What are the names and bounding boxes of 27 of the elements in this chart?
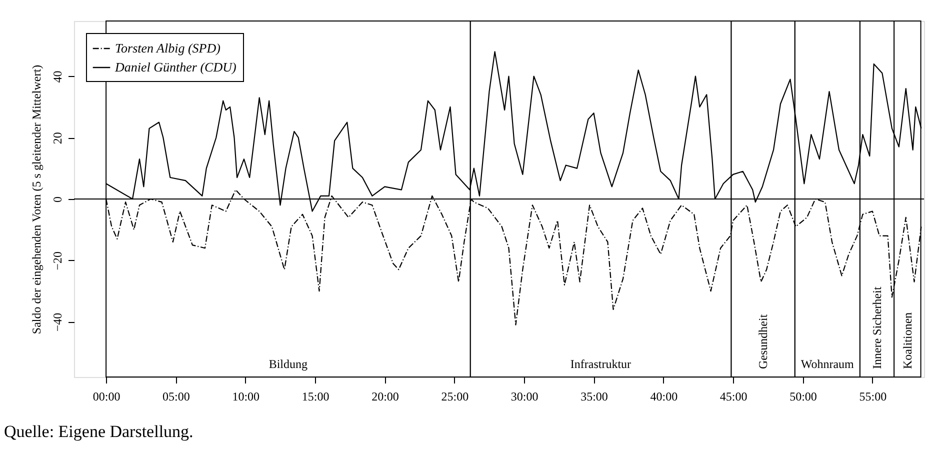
x-tick-label: 55:00 xyxy=(859,390,887,404)
band-label: Wohnraum xyxy=(800,357,855,371)
x-tick-label: 20:00 xyxy=(372,390,399,404)
x-tick-label: 15:00 xyxy=(302,390,330,404)
legend-label: Daniel Günther (CDU) xyxy=(114,60,236,74)
x-tick-label: 25:00 xyxy=(441,390,469,404)
band-label: Gesundheit xyxy=(756,314,770,369)
x-tick-label: 00:00 xyxy=(92,390,120,404)
band-label: Innere Sicherheit xyxy=(870,286,884,369)
y-tick-label: 40 xyxy=(50,70,64,83)
x-tick-label: 45:00 xyxy=(720,390,748,404)
legend-label: Torsten Albig (SPD) xyxy=(115,40,220,56)
x-tick-label: 30:00 xyxy=(510,390,538,404)
x-tick-label: 40:00 xyxy=(650,390,678,404)
band-label: Infrastruktur xyxy=(570,357,632,371)
x-tick-label: 10:00 xyxy=(232,390,260,404)
source-note: Quelle: Eigene Darstellung. xyxy=(4,422,194,441)
band-label: Bildung xyxy=(268,357,308,371)
x-tick-label: 50:00 xyxy=(790,390,817,404)
y-tick-label: −40 xyxy=(50,312,64,332)
y-tick-label: 20 xyxy=(50,132,64,144)
x-tick-label: 05:00 xyxy=(162,390,190,404)
y-tick-label: −20 xyxy=(50,251,64,270)
y-axis-title: Saldo der eingehenden Voten (5 s gleitender Mittelwert) xyxy=(30,64,44,334)
y-tick-label: 0 xyxy=(50,196,64,202)
band-label: Koalitionen xyxy=(900,312,914,369)
x-tick-label: 35:00 xyxy=(580,390,608,404)
